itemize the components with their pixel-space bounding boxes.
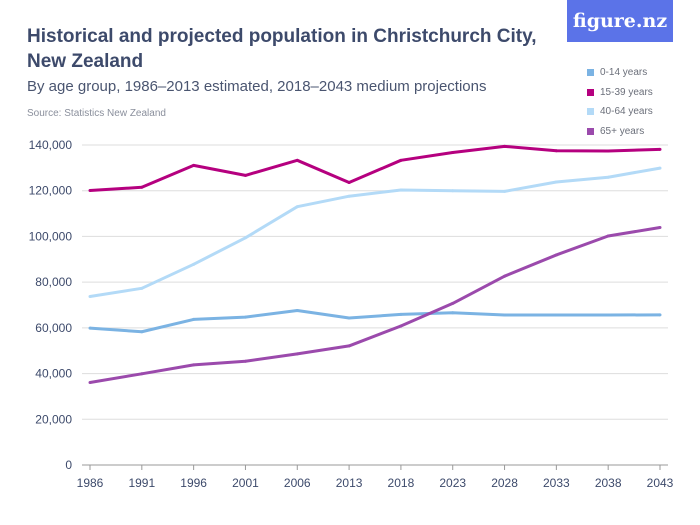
data-point <box>399 158 403 162</box>
data-point <box>347 194 351 198</box>
y-tick-label: 80,000 <box>35 275 72 289</box>
y-tick-label: 20,000 <box>35 412 72 426</box>
data-point <box>451 311 455 315</box>
chart-title: Historical and projected population in C… <box>27 26 537 72</box>
x-tick-label: 2023 <box>439 476 466 490</box>
data-point <box>451 189 455 193</box>
data-point <box>295 205 299 209</box>
series-line-65-years <box>89 226 661 384</box>
x-tick-label: 2038 <box>595 476 622 490</box>
data-point <box>295 352 299 356</box>
legend-label: 0-14 years <box>600 67 648 79</box>
data-point <box>88 295 92 299</box>
legend-item: 40-64 years <box>587 102 653 122</box>
data-point <box>347 344 351 348</box>
data-point <box>554 313 558 317</box>
data-point <box>243 236 247 240</box>
data-point <box>192 363 196 367</box>
data-point <box>451 301 455 305</box>
y-tick-label: 120,000 <box>29 184 73 198</box>
data-point <box>658 166 662 170</box>
legend-swatch <box>587 127 594 135</box>
series-line-40-64-years <box>89 166 661 299</box>
legend-item: 65+ years <box>587 122 653 142</box>
legend-item: 0-14 years <box>587 63 653 83</box>
x-tick-label: 1996 <box>180 476 207 490</box>
data-point <box>295 308 299 312</box>
x-tick-label: 2043 <box>647 476 674 490</box>
data-point <box>606 234 610 238</box>
x-tick-label: 1986 <box>77 476 104 490</box>
data-point <box>88 380 92 384</box>
data-point <box>140 330 144 334</box>
data-point <box>88 188 92 192</box>
data-point <box>606 175 610 179</box>
data-point <box>503 189 507 193</box>
x-tick-label: 2018 <box>388 476 415 490</box>
y-tick-label: 140,000 <box>29 138 73 152</box>
data-point <box>140 372 144 376</box>
data-point <box>606 149 610 153</box>
chart-subtitle: By age group, 1986–2013 estimated, 2018–… <box>27 78 487 95</box>
data-point <box>347 316 351 320</box>
legend-swatch <box>587 69 594 77</box>
data-point <box>503 144 507 148</box>
data-point <box>295 158 299 162</box>
data-point <box>503 274 507 278</box>
y-tick-label: 0 <box>65 458 72 472</box>
data-point <box>606 313 610 317</box>
data-point <box>88 326 92 330</box>
x-tick-label: 2001 <box>232 476 259 490</box>
data-point <box>140 185 144 189</box>
data-point <box>451 151 455 155</box>
data-point <box>399 324 403 328</box>
data-point <box>554 253 558 257</box>
y-tick-label: 40,000 <box>35 367 72 381</box>
series-line-15-39-years <box>89 144 661 192</box>
x-tick-label: 2028 <box>491 476 518 490</box>
data-point <box>399 188 403 192</box>
data-point <box>658 226 662 230</box>
legend-label: 15-39 years <box>600 86 653 98</box>
legend: 0-14 years 15-39 years 40-64 years 65+ year… <box>587 63 653 141</box>
data-point <box>347 180 351 184</box>
data-point <box>140 286 144 290</box>
x-tick-label: 2033 <box>543 476 570 490</box>
data-point <box>243 359 247 363</box>
x-tick-label: 1991 <box>128 476 155 490</box>
legend-label: 40-64 years <box>600 106 653 118</box>
data-point <box>399 312 403 316</box>
figure-nz-logo[interactable]: figure.nz <box>567 0 673 42</box>
data-point <box>192 317 196 321</box>
data-point <box>554 149 558 153</box>
x-tick-label: 2013 <box>336 476 363 490</box>
y-tick-label: 60,000 <box>35 321 72 335</box>
legend-swatch <box>587 108 594 116</box>
data-point <box>554 180 558 184</box>
y-tick-label: 100,000 <box>29 229 73 243</box>
data-point <box>243 173 247 177</box>
legend-swatch <box>587 88 594 96</box>
data-point <box>192 163 196 167</box>
series-line-0-14-years <box>89 308 661 334</box>
x-tick-label: 2006 <box>284 476 311 490</box>
data-point <box>503 313 507 317</box>
legend-item: 15-39 years <box>587 83 653 103</box>
data-point <box>658 147 662 151</box>
legend-label: 65+ years <box>600 125 645 137</box>
data-point <box>192 262 196 266</box>
chart-source: Source: Statistics New Zealand <box>27 108 166 119</box>
data-point <box>658 313 662 317</box>
data-point <box>243 315 247 319</box>
